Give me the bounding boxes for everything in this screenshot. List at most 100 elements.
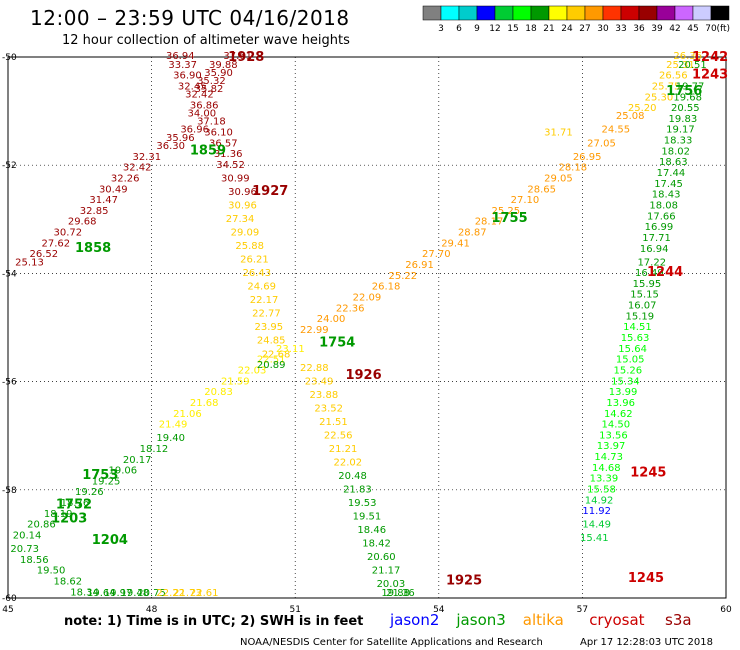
wave-height-value: 19.68 [673,92,702,103]
wave-height-value: 21.51 [319,417,348,428]
time-label: 1753 [82,468,118,483]
colorbar-tick-label: 39 [651,24,663,34]
wave-height-value: 20.14 [13,530,42,541]
wave-height-value: 14.49 [582,520,611,531]
wave-height-value: 19.48 [120,588,149,599]
wave-height-value: 19.40 [156,433,185,444]
wave-height-value: 22.56 [324,430,353,441]
wave-height-value: 19.51 [353,512,382,523]
wave-height-value: 15.19 [625,311,654,322]
wave-height-value: 15.63 [621,333,650,344]
colorbar-swatch [656,5,676,21]
wave-height-value: 22.51 [257,355,286,366]
track-jason3-east: 20.51 19.7719.6820.5519.8319.1718.3318.02… [625,60,706,323]
wave-height-value: 19.64 [87,588,116,599]
wave-height-value: 22.61 [190,588,219,599]
colorbar-tick-label: 6 [456,24,462,34]
colorbar-tick-label: 70 [705,24,717,34]
wave-height-value: 22.09 [353,292,382,303]
wave-height-value: 13.39 [590,474,619,485]
wave-height-value: 35.96 [166,133,195,144]
wave-height-value: 34.52 [216,160,245,171]
wave-height-value: 26.43 [243,268,272,279]
wave-height-value: 23.11 [276,344,305,355]
wave-height-value: 13.96 [606,398,635,409]
colorbar-swatch [584,5,604,21]
wave-height-value: 23.88 [310,390,339,401]
footer-credit: NOAA/NESDIS Center for Satellite Applica… [240,637,543,648]
colorbar-swatch [494,5,514,21]
wave-height-value: 18.42 [362,539,391,550]
wave-height-value: 22.99 [300,325,329,336]
wave-height-value: 17.22 [637,257,666,268]
longitude-tick-label: 57 [577,605,588,615]
wave-height-value: 24.69 [247,282,276,293]
time-label: 1204 [92,533,128,548]
wave-height-value: 20.73 [10,544,39,555]
colorbar-swatch [548,5,568,21]
wave-height-value: 21.06 [173,409,202,420]
wave-height-value: 19.17 [666,125,695,136]
colorbar-unit: (ft) [716,24,730,34]
latitude-tick-label: -54 [2,269,17,279]
time-label: 1926 [345,368,381,383]
wave-height-value: 32.45 [178,81,207,92]
wave-height-value: 18.76 [61,498,90,509]
track-altika-central: 30.96 27.34 29.09 25.88 26.21 26.43 24.69 22.17… [226,200,362,468]
map-frame [7,56,727,599]
wave-height-value: 19.50 [37,566,66,577]
wave-height-value: 15.15 [630,290,659,301]
wave-height-value: 30.49 [99,184,128,195]
wave-height-value: 19.06 [109,466,138,477]
colorbar-swatch [710,5,730,21]
colorbar-tick-label: 30 [597,24,609,34]
wave-height-value: 18.43 [652,190,681,201]
satellite-legend-s3a: s3a [665,611,692,629]
colorbar-swatch [638,5,658,21]
page-subtitle: 12 hour collection of altimeter wave hei… [62,33,350,48]
time-label: 1925 [446,573,482,588]
wave-height-value: 15.64 [618,344,647,355]
wave-height-value: 35.32 [197,76,226,87]
wave-height-value: 14.92 [585,495,614,506]
wave-height-value: 20.75 [137,588,166,599]
latitude-tick-label: -50 [2,53,17,63]
wave-height-value: 21.21 [329,444,358,455]
satellite-legend-cryosat: cryosat [589,611,644,629]
wave-height-value: 21.59 [221,376,250,387]
wave-height-value: 26.21 [240,255,269,266]
wave-height-value: 19.97 [104,588,133,599]
wave-height-value: 32.85 [80,206,109,217]
wave-height-value: 20.89 [257,360,286,371]
track-time-labels: 1928 1859 1927 1858 1755 1754 1926 1753 17521203… [51,50,728,588]
wave-height-value: 20.51 [678,60,707,71]
wave-height-value: 18.19 [44,509,73,520]
colorbar-tick-label: 21 [543,24,554,34]
colorbar-swatch [566,5,586,21]
wave-height-value: 17.44 [657,168,686,179]
wave-height-value: 16.99 [645,222,674,233]
wave-height-value: 15.34 [611,376,640,387]
wave-height-value: 18.46 [357,525,386,536]
colorbar-swatch [602,5,622,21]
wave-height-value: 26.95 [573,152,602,163]
wave-height-value: 27.62 [42,238,71,249]
colorbar-tick-label: 9 [474,24,480,34]
wave-height-value: 29.41 [441,238,470,249]
track-jason3-east-tail: 14.92 14.49 15.41 [580,495,613,544]
colorbar-tick-label: 36 [633,24,645,34]
wave-height-value: 25.31 [666,60,695,71]
wave-height-value: 27.34 [226,214,255,225]
wave-height-value: 20.83 [204,387,233,398]
wave-height-value: 15.05 [616,355,645,366]
wave-height-value: 13.97 [597,441,626,452]
wave-height-value: 18.62 [53,576,82,587]
wave-height-value: 30.96 [228,200,257,211]
wave-height-value: 18.34 [70,587,99,598]
wave-height-value: 18.33 [664,136,693,147]
wave-height-value: 35.82 [195,84,224,95]
wave-height-value: 22.02 [333,457,362,468]
wave-height-value: 20.60 [367,552,396,563]
latitude-tick-label: -60 [2,594,17,604]
